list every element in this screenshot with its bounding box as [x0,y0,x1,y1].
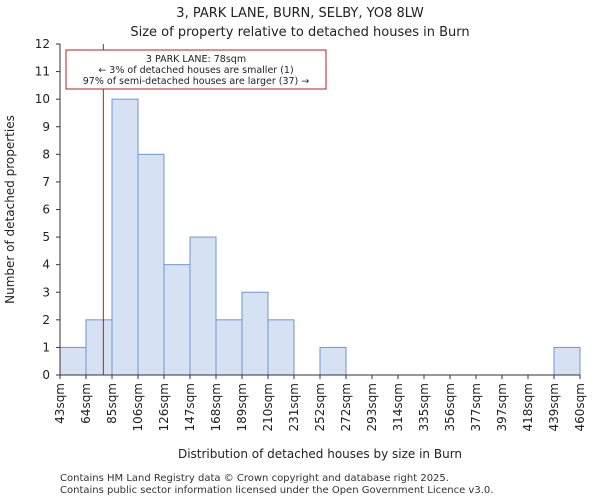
x-tick-label: 272sqm [339,383,353,431]
histogram-bar [189,236,217,376]
x-tick-label: 106sqm [131,383,145,431]
y-tick-label: 10 [35,92,50,106]
x-tick-label: 335sqm [417,383,431,431]
histogram-bar [241,291,269,376]
y-tick-label: 2 [42,313,50,327]
histogram-bar [85,319,113,376]
y-tick-label: 11 [35,65,50,79]
y-tick-label: 1 [42,340,50,354]
y-tick-label: 12 [35,37,50,51]
y-tick-label: 9 [42,120,50,134]
annotation-line-2: ← 3% of detached houses are smaller (1) [98,65,293,76]
histogram-bar [111,98,139,376]
x-tick-label: 293sqm [365,383,379,431]
annotation-line-3: 97% of semi-detached houses are larger (… [83,76,310,87]
histogram-bar [59,346,87,376]
footer-line-2: Contains public sector information licen… [60,485,494,496]
x-tick-label: 314sqm [391,383,405,431]
footer-line-1: Contains HM Land Registry data © Crown c… [60,473,449,484]
x-tick-label: 356sqm [443,383,457,431]
histogram-bar [137,153,165,376]
y-tick-label: 3 [42,285,50,299]
x-tick-label: 126sqm [157,383,171,431]
y-tick-label: 7 [42,175,50,189]
x-tick-label: 147sqm [183,383,197,431]
histogram-bar [215,319,243,376]
chart-subtitle: Size of property relative to detached ho… [130,25,470,40]
y-tick-label: 0 [42,368,50,382]
x-tick-label: 189sqm [235,383,249,431]
histogram-bar [553,346,581,376]
y-axis-label: Number of detached properties [3,115,17,304]
x-tick-label: 85sqm [105,383,119,424]
histogram-bar [267,319,295,376]
y-tick-label: 4 [42,258,50,272]
x-tick-label: 210sqm [261,383,275,431]
x-tick-label: 377sqm [469,383,483,431]
x-tick-label: 64sqm [79,383,93,424]
x-tick-label: 252sqm [313,383,327,431]
histogram-bar [163,264,191,376]
annotation-box [65,49,327,90]
histogram-bar [319,346,347,376]
x-tick-label: 460sqm [573,383,587,431]
x-tick-label: 397sqm [495,383,509,431]
x-tick-label: 168sqm [209,383,223,431]
y-tick-label: 6 [42,203,50,217]
chart-title: 3, PARK LANE, BURN, SELBY, YO8 8LW [176,6,424,21]
x-tick-label: 439sqm [547,383,561,431]
x-tick-label: 43sqm [53,383,67,424]
annotation-line-1: 3 PARK LANE: 78sqm [146,54,246,65]
x-tick-label: 231sqm [287,383,301,431]
y-tick-label: 8 [42,147,50,161]
x-axis-label: Distribution of detached houses by size … [178,447,462,461]
x-tick-label: 418sqm [521,383,535,431]
y-tick-label: 5 [42,230,50,244]
